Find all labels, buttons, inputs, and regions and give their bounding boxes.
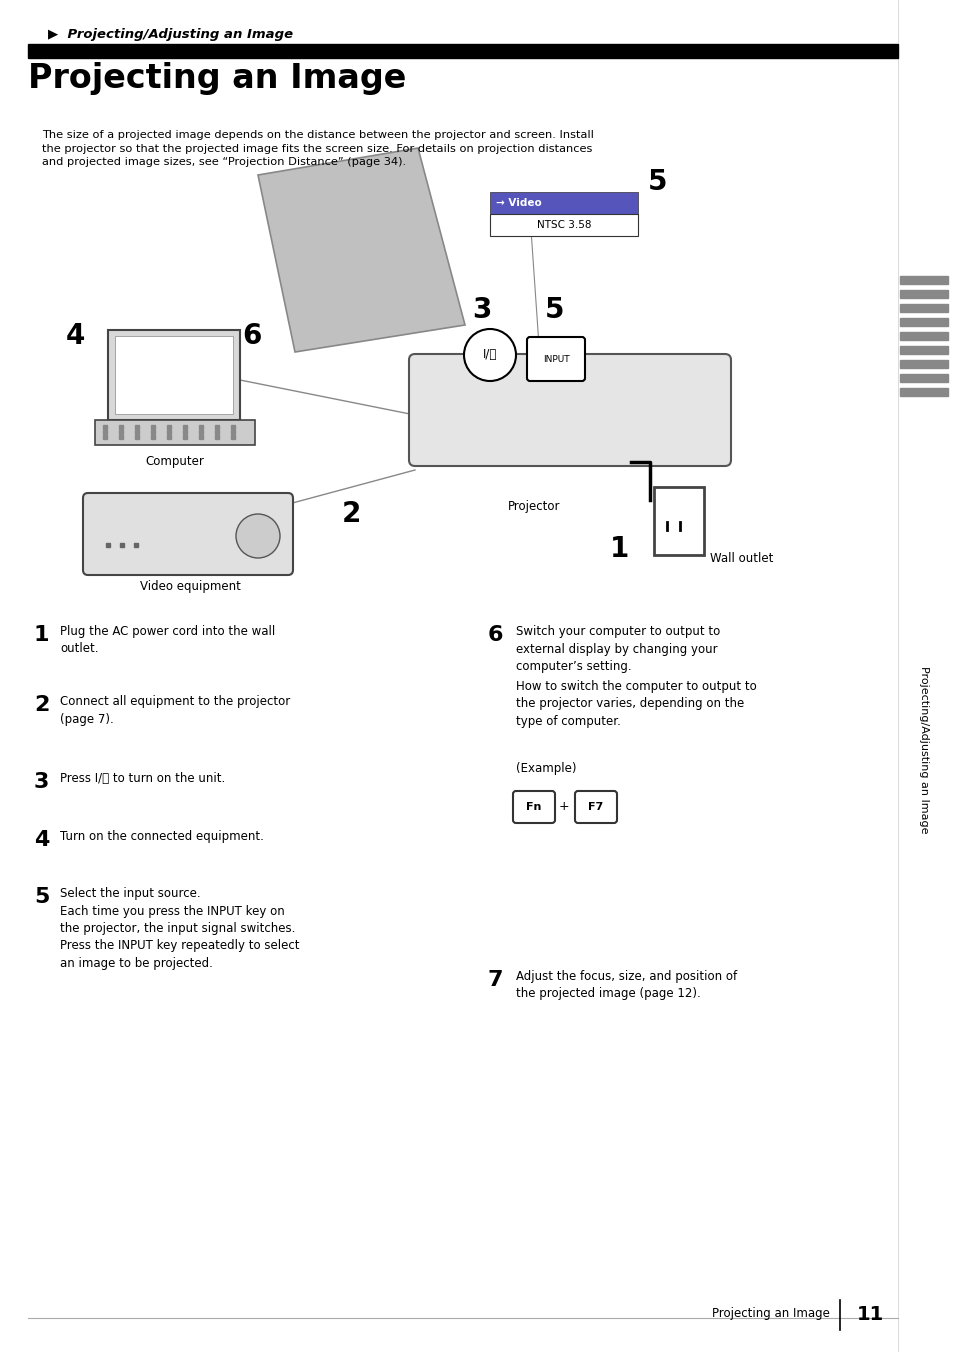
Text: 3: 3	[472, 296, 491, 324]
Polygon shape	[115, 337, 233, 414]
Text: 1: 1	[34, 625, 50, 645]
Text: 7: 7	[488, 969, 503, 990]
Bar	[899, 333, 947, 339]
Text: 4: 4	[34, 830, 50, 850]
FancyBboxPatch shape	[526, 337, 584, 381]
Bar	[899, 375, 947, 383]
Bar	[899, 276, 947, 284]
Text: The size of a projected image depends on the distance between the projector and : The size of a projected image depends on…	[42, 130, 594, 168]
Text: 5: 5	[647, 168, 667, 196]
Text: Adjust the focus, size, and position of
the projected image (page 12).: Adjust the focus, size, and position of …	[516, 969, 737, 1000]
Text: 4: 4	[66, 322, 85, 350]
Bar	[899, 289, 947, 297]
FancyBboxPatch shape	[575, 791, 617, 823]
FancyBboxPatch shape	[513, 791, 555, 823]
Bar	[899, 318, 947, 326]
Text: +: +	[558, 800, 569, 814]
Bar	[490, 192, 638, 214]
Text: I/⏻: I/⏻	[482, 349, 497, 361]
Bar	[899, 388, 947, 396]
Text: Computer: Computer	[146, 456, 204, 468]
Text: Projecting/Adjusting an Image: Projecting/Adjusting an Image	[918, 667, 928, 834]
Bar	[899, 360, 947, 368]
Text: Select the input source.
Each time you press the INPUT key on
the projector, the: Select the input source. Each time you p…	[60, 887, 299, 969]
Text: 6: 6	[242, 322, 261, 350]
Polygon shape	[95, 420, 254, 445]
Text: INPUT: INPUT	[542, 356, 569, 365]
Text: NTSC 3.58: NTSC 3.58	[537, 220, 591, 230]
Text: 6: 6	[488, 625, 503, 645]
Text: Projecting an Image: Projecting an Image	[711, 1307, 829, 1321]
Text: Video equipment: Video equipment	[139, 580, 240, 594]
Text: Connect all equipment to the projector
(page 7).: Connect all equipment to the projector (…	[60, 695, 290, 726]
Text: Turn on the connected equipment.: Turn on the connected equipment.	[60, 830, 264, 844]
Text: Press I/⏻ to turn on the unit.: Press I/⏻ to turn on the unit.	[60, 772, 225, 786]
Text: → Video: → Video	[496, 197, 541, 208]
Text: 2: 2	[34, 695, 50, 715]
Text: 5: 5	[34, 887, 50, 907]
Polygon shape	[257, 147, 464, 352]
Bar	[899, 346, 947, 354]
Text: 1: 1	[609, 535, 629, 562]
Polygon shape	[108, 330, 240, 420]
Bar	[28, 45, 897, 58]
Text: 3: 3	[34, 772, 50, 792]
Text: Projecting an Image: Projecting an Image	[28, 62, 406, 95]
Text: F7: F7	[588, 802, 603, 813]
Text: Switch your computer to output to
external display by changing your
computer’s s: Switch your computer to output to extern…	[516, 625, 720, 673]
Bar	[490, 214, 638, 237]
Text: Wall outlet: Wall outlet	[709, 552, 773, 565]
Text: ▶  Projecting/Adjusting an Image: ▶ Projecting/Adjusting an Image	[48, 28, 293, 41]
Text: Plug the AC power cord into the wall
outlet.: Plug the AC power cord into the wall out…	[60, 625, 275, 656]
Text: (Example): (Example)	[516, 763, 576, 775]
Circle shape	[463, 329, 516, 381]
FancyBboxPatch shape	[409, 354, 730, 466]
Text: 11: 11	[856, 1305, 882, 1324]
FancyBboxPatch shape	[83, 493, 293, 575]
Circle shape	[235, 514, 280, 558]
Text: Projector: Projector	[507, 500, 560, 512]
Text: 5: 5	[544, 296, 564, 324]
Text: Fn: Fn	[526, 802, 541, 813]
Bar	[899, 304, 947, 312]
Text: 2: 2	[341, 500, 361, 529]
Bar	[654, 487, 703, 556]
Text: How to switch the computer to output to
the projector varies, depending on the
t: How to switch the computer to output to …	[516, 680, 756, 727]
